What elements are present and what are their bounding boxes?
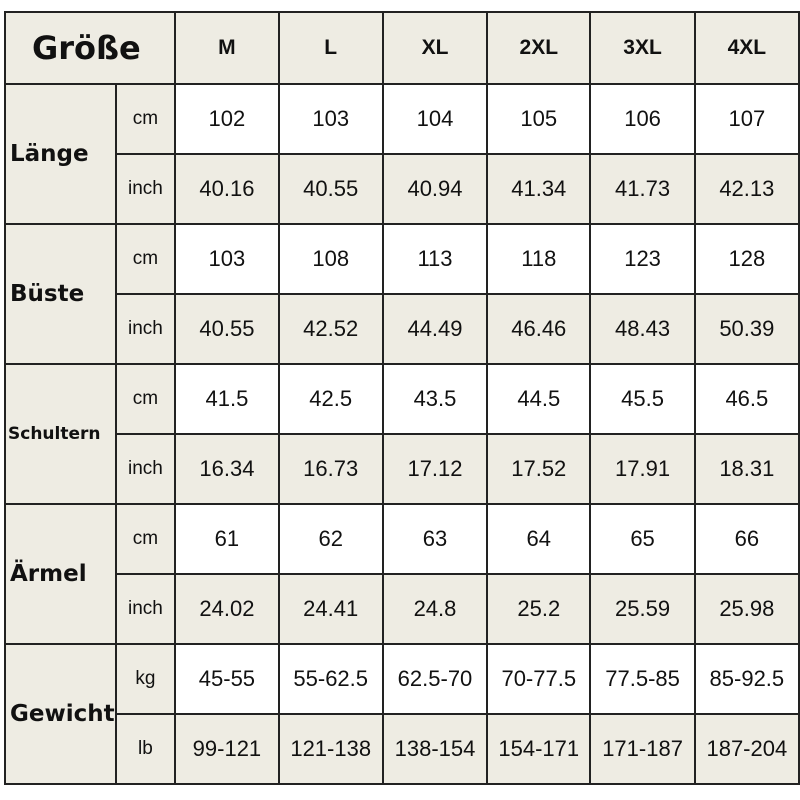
measurement-label: Schultern xyxy=(4,363,117,505)
value-cell: 123 xyxy=(589,223,696,295)
value-cell: 66 xyxy=(693,503,800,575)
value-cell: 63 xyxy=(381,503,489,575)
value-cell: 42.5 xyxy=(277,363,384,435)
value-cell: 24.02 xyxy=(174,573,280,645)
measurement-label: Ärmel xyxy=(4,503,117,645)
value-cell: 16.34 xyxy=(174,433,280,505)
value-cell: 85-92.5 xyxy=(693,643,800,715)
table-row: Länge cm 102 103 104 105 106 107 xyxy=(4,83,800,225)
value-cell: 46.5 xyxy=(693,363,800,435)
value-cell: 42.52 xyxy=(277,293,384,365)
size-header: L xyxy=(277,11,384,85)
chart-title: Größe xyxy=(3,11,177,85)
unit-label: kg xyxy=(114,643,177,715)
value-cell: 17.91 xyxy=(589,433,696,505)
table-row: inch 16.34 16.73 17.12 17.52 17.91 18.31 xyxy=(5,433,800,505)
value-cell: 128 xyxy=(693,223,800,295)
value-cell: 48.43 xyxy=(589,293,696,365)
unit-label: cm xyxy=(114,363,177,435)
measurement-label: Länge xyxy=(4,83,117,225)
value-cell: 104 xyxy=(381,83,489,155)
header-row: Größe M L XL 2XL 3XL 4XL xyxy=(3,11,800,85)
value-cell: 64 xyxy=(486,503,592,575)
value-cell: 25.2 xyxy=(486,573,592,645)
value-cell: 25.98 xyxy=(693,573,800,645)
unit-label: inch xyxy=(114,573,177,645)
table-row: Büste cm 103 108 113 118 123 128 xyxy=(4,223,800,365)
table-row: Ärmel cm 61 62 63 64 65 66 xyxy=(4,503,800,645)
value-cell: 99-121 xyxy=(174,713,280,785)
value-cell: 154-171 xyxy=(486,713,592,785)
unit-label: cm xyxy=(114,223,177,295)
value-cell: 42.13 xyxy=(693,153,800,225)
value-cell: 50.39 xyxy=(693,293,800,365)
measurement-label: Gewicht xyxy=(4,643,117,785)
value-cell: 45.5 xyxy=(589,363,696,435)
value-cell: 18.31 xyxy=(693,433,800,505)
value-cell: 55-62.5 xyxy=(277,643,384,715)
value-cell: 46.46 xyxy=(486,293,592,365)
value-cell: 41.5 xyxy=(174,363,280,435)
measurement-label: Büste xyxy=(4,223,117,365)
size-header: 4XL xyxy=(693,11,800,85)
value-cell: 40.55 xyxy=(277,153,384,225)
value-cell: 103 xyxy=(174,223,280,295)
size-header: 2XL xyxy=(486,11,592,85)
value-cell: 61 xyxy=(174,503,280,575)
value-cell: 25.59 xyxy=(589,573,696,645)
value-cell: 40.94 xyxy=(381,153,489,225)
value-cell: 40.16 xyxy=(174,153,280,225)
value-cell: 171-187 xyxy=(589,713,696,785)
unit-label: cm xyxy=(114,83,177,155)
size-header: 3XL xyxy=(589,11,696,85)
value-cell: 107 xyxy=(693,83,800,155)
value-cell: 138-154 xyxy=(381,713,489,785)
value-cell: 70-77.5 xyxy=(486,643,592,715)
value-cell: 17.52 xyxy=(486,433,592,505)
value-cell: 102 xyxy=(174,83,280,155)
table-row: lb 99-121 121-138 138-154 154-171 171-187 187-… xyxy=(5,713,800,785)
value-cell: 45-55 xyxy=(174,643,280,715)
value-cell: 108 xyxy=(277,223,384,295)
value-cell: 43.5 xyxy=(381,363,489,435)
unit-label: cm xyxy=(114,503,177,575)
value-cell: 118 xyxy=(486,223,592,295)
unit-label: inch xyxy=(114,293,177,365)
value-cell: 103 xyxy=(277,83,384,155)
value-cell: 17.12 xyxy=(381,433,489,505)
value-cell: 41.34 xyxy=(486,153,592,225)
table-row: Schultern cm 41.5 42.5 43.5 44.5 45.5 46.5 xyxy=(4,363,800,505)
value-cell: 24.41 xyxy=(277,573,384,645)
value-cell: 106 xyxy=(589,83,696,155)
table-row: Gewicht kg 45-55 55-62.5 62.5-70 70-77.5 77.5-… xyxy=(4,643,800,785)
value-cell: 62 xyxy=(277,503,384,575)
unit-label: inch xyxy=(114,153,177,225)
value-cell: 121-138 xyxy=(277,713,384,785)
size-header: M xyxy=(174,11,280,85)
value-cell: 16.73 xyxy=(277,433,384,505)
value-cell: 113 xyxy=(381,223,489,295)
unit-label: inch xyxy=(114,433,177,505)
table-row: inch 24.02 24.41 24.8 25.2 25.59 25.98 xyxy=(5,573,800,645)
value-cell: 44.5 xyxy=(486,363,592,435)
value-cell: 41.73 xyxy=(589,153,696,225)
table-row: inch 40.16 40.55 40.94 41.34 41.73 42.13 xyxy=(5,153,800,225)
value-cell: 24.8 xyxy=(381,573,489,645)
value-cell: 62.5-70 xyxy=(381,643,489,715)
value-cell: 187-204 xyxy=(693,713,800,785)
value-cell: 65 xyxy=(589,503,696,575)
table-row: inch 40.55 42.52 44.49 46.46 48.43 50.39 xyxy=(5,293,800,365)
value-cell: 105 xyxy=(486,83,592,155)
size-chart-table: Größe M L XL 2XL 3XL 4XL Länge cm 102 103 104 105 106… xyxy=(3,11,800,785)
value-cell: 77.5-85 xyxy=(589,643,696,715)
value-cell: 40.55 xyxy=(174,293,280,365)
unit-label: lb xyxy=(114,713,177,785)
size-header: XL xyxy=(381,11,489,85)
value-cell: 44.49 xyxy=(381,293,489,365)
